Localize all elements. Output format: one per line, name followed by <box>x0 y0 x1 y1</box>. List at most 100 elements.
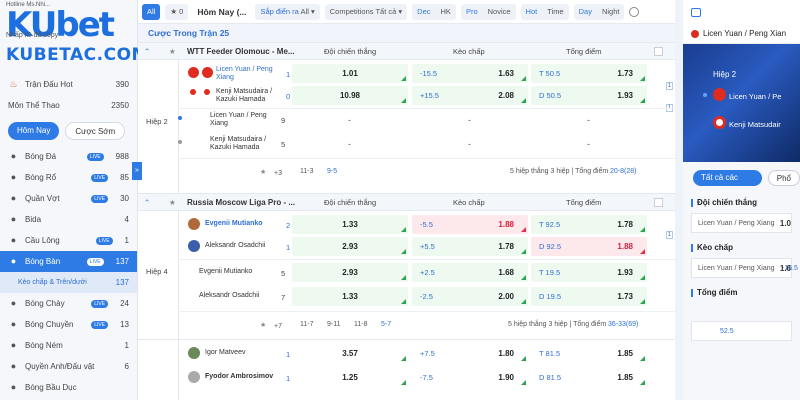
odds-handicap[interactable]: -7.5 1.90 <box>412 368 528 387</box>
odds-winner[interactable]: 1.33 <box>292 215 408 234</box>
sidebar-item[interactable]: ● Quyền Anh/Đấu vật 6 <box>0 356 137 377</box>
odds-winner[interactable]: 1.01 <box>292 64 408 83</box>
sidebar-item[interactable]: ● Quần Vợt LIVE 30 <box>0 188 137 209</box>
odds-total[interactable]: T 81.5 1.85 <box>531 344 647 363</box>
tab-early[interactable]: Cược Sớm <box>65 122 126 140</box>
sidebar-sports[interactable]: Môn Thể Thao 2350 <box>0 95 137 116</box>
checkbox-icon[interactable] <box>654 197 663 207</box>
team-name[interactable]: Aleksandr Osadchii <box>205 242 266 249</box>
theme-day[interactable]: Day <box>578 6 592 16</box>
odds-total[interactable]: T 92.5 1.78 <box>531 215 647 234</box>
competitions-dropdown[interactable]: Competitions Tất cả ▾ <box>324 3 408 20</box>
sidebar-item[interactable]: Kèo chấp & Trên/dưới 137 <box>0 272 137 293</box>
odds-change-icon <box>640 98 645 103</box>
serve-dot <box>178 116 182 120</box>
sidebar-item[interactable]: ● Bóng Bàn LIVE 137 <box>0 251 137 272</box>
order-hot[interactable]: Hot <box>525 6 538 16</box>
odds-total[interactable]: T 50.5 1.73 <box>531 64 647 83</box>
logo[interactable]: Hotline Ms.Nhi... KUbet Nhấp ID đã copy … <box>0 0 148 68</box>
team-name[interactable]: Fyodor Ambrosimov <box>205 373 274 380</box>
theme-night[interactable]: Night <box>601 6 620 16</box>
odds-handicap[interactable]: +7.5 1.80 <box>412 344 528 363</box>
expand-tab[interactable]: » <box>132 162 142 180</box>
odds-total[interactable]: D 92.5 1.88 <box>531 237 647 256</box>
live-tracker[interactable]: Hiệp 2 Licen Yuan / Pe Kenji Matsudair <box>683 44 800 162</box>
odds-empty: - <box>587 115 590 125</box>
odds-value: 1.80 <box>498 349 514 358</box>
odds-winner[interactable]: 3.57 <box>292 344 408 363</box>
level-pro[interactable]: Pro <box>465 6 478 16</box>
star-icon[interactable]: ★ <box>169 197 176 207</box>
sidebar-item[interactable]: ● Bida 4 <box>0 209 137 230</box>
odds-total[interactable]: T 19.5 1.93 <box>531 263 647 282</box>
tab-popular[interactable]: Phổ <box>767 170 800 186</box>
order-time[interactable]: Time <box>547 6 564 16</box>
odds-handicap[interactable]: -2.5 2.00 <box>412 287 528 306</box>
bet-option[interactable]: 52.5 <box>691 321 792 341</box>
team-name[interactable]: Aleksandr Osadchii <box>199 292 260 299</box>
team-name[interactable]: Licen Yuan / Peng Xiang <box>210 112 267 127</box>
tab-all-bets[interactable]: Tất cả các cược <box>693 170 762 198</box>
favorites-button[interactable]: ★ 0 <box>165 3 189 20</box>
level-novice[interactable]: Novice <box>487 6 511 16</box>
bet-option[interactable]: Licen Yuan / Peng Xiang -15.5 1.6 <box>691 258 798 278</box>
sort-dropdown[interactable]: Sắp điển ra All ▾ <box>255 3 320 20</box>
chevron-up-icon[interactable]: ⌃ <box>144 197 151 207</box>
odds-dec[interactable]: Dec <box>417 6 431 16</box>
market-count-badge[interactable]: 1 <box>665 82 673 90</box>
more-markets[interactable]: +7 <box>274 323 282 330</box>
sidebar-item[interactable]: ● Bóng Rổ LIVE 85 <box>0 167 137 188</box>
team-score: 9 <box>281 116 286 125</box>
odds-winner[interactable]: 2.93 <box>292 237 408 256</box>
star-icon[interactable]: ★ <box>169 46 176 56</box>
team-name[interactable]: Licen Yuan / Peng Xiang <box>216 66 273 81</box>
league-header[interactable]: ⌃ ★ Russia Moscow Liga Pro - ... Đội chi… <box>138 193 675 211</box>
odds-line: T 81.5 <box>539 349 561 358</box>
sidebar-item[interactable]: ● Bóng Chuyền LIVE 13 <box>0 314 137 335</box>
odds-change-icon <box>640 227 645 232</box>
market-count-badge[interactable]: 1 <box>665 231 673 239</box>
odds-total[interactable]: D 50.5 1.93 <box>531 86 647 105</box>
today-dropdown[interactable]: Hôm Nay (... <box>197 7 246 17</box>
odds-total[interactable]: D 81.5 1.85 <box>531 368 647 387</box>
comp-value: Tất cả <box>375 6 397 16</box>
odds-winner[interactable]: 1.25 <box>292 368 408 387</box>
tab-today[interactable]: Hôm Nay <box>8 122 60 140</box>
brand-logo: KUbet <box>6 5 115 45</box>
sidebar-item[interactable]: ● Bóng Chày LIVE 24 <box>0 293 137 314</box>
selected-match[interactable]: Licen Yuan / Peng Xian <box>683 24 800 44</box>
calendar-icon[interactable] <box>691 7 701 17</box>
bet-option[interactable]: Licen Yuan / Peng Xiang 1.0 <box>691 213 792 233</box>
more-markets[interactable]: +3 <box>274 170 282 177</box>
sidebar-item-label: Bida <box>25 215 42 224</box>
odds-handicap[interactable]: -5.5 1.88 <box>412 215 528 234</box>
odds-handicap[interactable]: +5.5 1.78 <box>412 237 528 256</box>
filter-all-button[interactable]: All <box>142 3 161 20</box>
odds-up-icon <box>401 249 406 254</box>
star-icon[interactable]: ★ <box>260 169 267 176</box>
star-icon[interactable]: ★ <box>260 322 267 329</box>
league-header[interactable]: ⌃ ★ WTT Feeder Olomouc - Me... Đội chiến… <box>138 42 675 60</box>
team-name[interactable]: Igor Matveev <box>205 349 246 356</box>
total-points: 36-33(69) <box>608 321 639 328</box>
odds-winner[interactable]: 1.33 <box>292 287 408 306</box>
odds-total[interactable]: D 19.5 1.73 <box>531 287 647 306</box>
odds-winner[interactable]: 10.98 <box>292 86 408 105</box>
team-name[interactable]: Kenji Matsudaira / Kazuki Hamada <box>210 136 267 151</box>
odds-hk[interactable]: HK <box>440 6 451 16</box>
sidebar-item[interactable]: ● Cầu Lông LIVE 1 <box>0 230 137 251</box>
sidebar-item[interactable]: ● Bóng Ném 1 <box>0 335 137 356</box>
sidebar-item[interactable]: ● Bóng Bầu Dục <box>0 377 137 398</box>
team-name[interactable]: Kenji Matsudaira / Kazuki Hamada <box>216 88 273 103</box>
refresh-icon[interactable] <box>629 6 640 17</box>
sidebar-item[interactable]: ● Bóng Đá LIVE 988 <box>0 146 137 167</box>
checkbox-icon[interactable] <box>654 46 663 56</box>
chevron-up-icon[interactable]: ⌃ <box>144 46 151 56</box>
odds-winner[interactable]: 2.93 <box>292 263 408 282</box>
odds-handicap[interactable]: -15.5 1.63 <box>412 64 528 83</box>
odds-handicap[interactable]: +2.5 1.68 <box>412 263 528 282</box>
team-name[interactable]: Evgenii Mutianko <box>205 220 263 227</box>
odds-handicap[interactable]: +15.5 2.08 <box>412 86 528 105</box>
sidebar-hot-matches[interactable]: ♨ Trận Đấu Hot 390 <box>0 74 137 95</box>
team-name[interactable]: Evgenii Mutianko <box>199 268 253 275</box>
